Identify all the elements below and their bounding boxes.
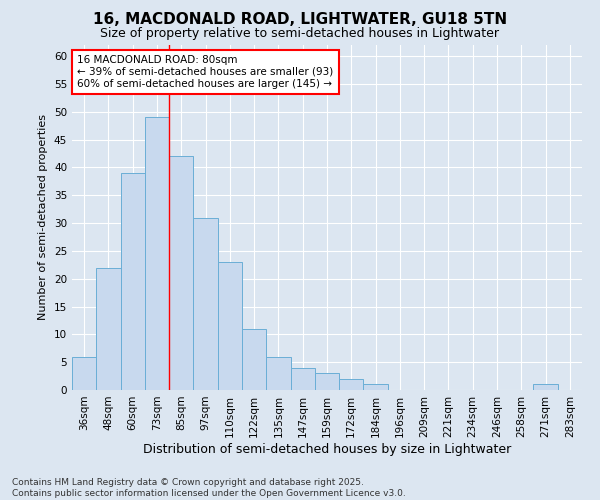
- Bar: [145, 118, 169, 390]
- Bar: [121, 173, 145, 390]
- Text: Contains HM Land Registry data © Crown copyright and database right 2025.
Contai: Contains HM Land Registry data © Crown c…: [12, 478, 406, 498]
- Text: 16, MACDONALD ROAD, LIGHTWATER, GU18 5TN: 16, MACDONALD ROAD, LIGHTWATER, GU18 5TN: [93, 12, 507, 28]
- Bar: [169, 156, 193, 390]
- Bar: [315, 374, 339, 390]
- Bar: [266, 356, 290, 390]
- Text: 16 MACDONALD ROAD: 80sqm
← 39% of semi-detached houses are smaller (93)
60% of s: 16 MACDONALD ROAD: 80sqm ← 39% of semi-d…: [77, 56, 334, 88]
- Bar: [193, 218, 218, 390]
- Text: Size of property relative to semi-detached houses in Lightwater: Size of property relative to semi-detach…: [101, 28, 499, 40]
- X-axis label: Distribution of semi-detached houses by size in Lightwater: Distribution of semi-detached houses by …: [143, 442, 511, 456]
- Bar: [72, 356, 96, 390]
- Y-axis label: Number of semi-detached properties: Number of semi-detached properties: [38, 114, 49, 320]
- Bar: [290, 368, 315, 390]
- Bar: [364, 384, 388, 390]
- Bar: [218, 262, 242, 390]
- Bar: [242, 329, 266, 390]
- Bar: [96, 268, 121, 390]
- Bar: [339, 379, 364, 390]
- Bar: [533, 384, 558, 390]
